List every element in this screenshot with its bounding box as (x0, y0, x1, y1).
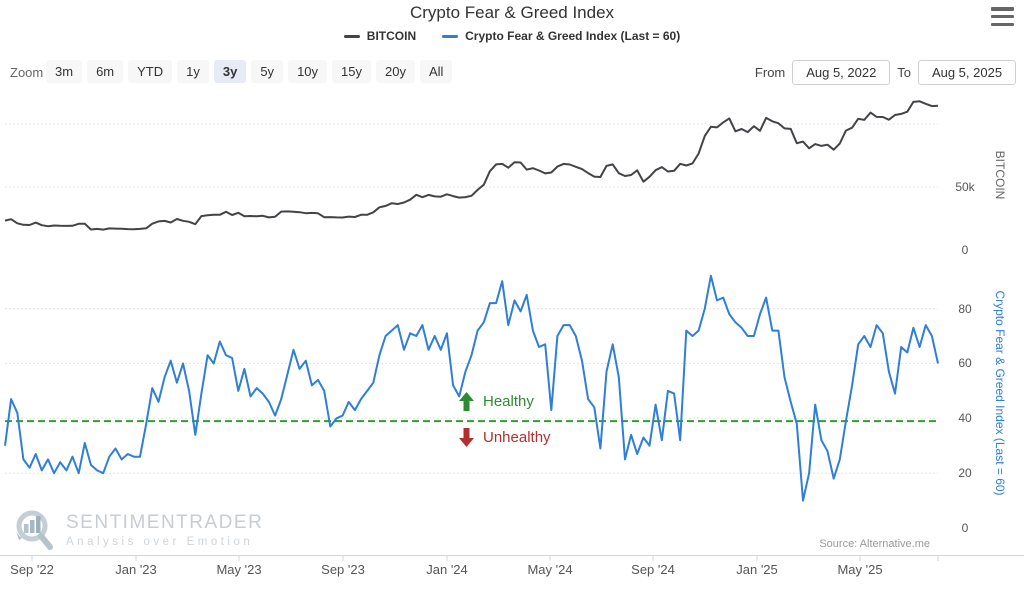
y-axis-label: 80 (958, 302, 972, 316)
x-axis-label: Jan '25 (736, 562, 778, 577)
y-axis-label: 20 (958, 466, 972, 480)
range-buttons: 3m 6m YTD 1y 3y 5y 10y 15y 20y All (46, 60, 453, 83)
bitcoin-series-line[interactable] (4, 100, 939, 231)
unhealthy-annotation: Unhealthy (459, 428, 551, 447)
x-axis-label: Jan '23 (115, 562, 157, 577)
hamburger-icon (991, 7, 1014, 11)
range-button-20y[interactable]: 20y (376, 60, 415, 83)
x-axis-label: Sep '24 (631, 562, 675, 577)
x-axis-label: Sep '23 (321, 562, 365, 577)
range-button-3m[interactable]: 3m (46, 60, 83, 83)
from-date-input[interactable] (792, 60, 891, 85)
range-button-10y[interactable]: 10y (288, 60, 328, 83)
bitcoin-axis-title: BITCOIN (993, 150, 1007, 200)
range-button-6m[interactable]: 6m (87, 60, 124, 83)
unhealthy-label: Unhealthy (483, 429, 551, 446)
from-label: From (754, 65, 786, 80)
hamburger-icon (991, 22, 1014, 26)
to-label: To (897, 65, 911, 80)
menu-button[interactable] (991, 7, 1014, 26)
zoom-label: Zoom (10, 65, 44, 80)
legend-item-bitcoin[interactable]: BITCOIN (343, 29, 417, 43)
range-button-3y[interactable]: 3y (213, 60, 247, 83)
legend: BITCOIN Crypto Fear & Greed Index (Last … (0, 29, 1024, 43)
range-button-15y[interactable]: 15y (332, 60, 371, 83)
x-axis-label: May '25 (837, 562, 883, 577)
range-selector-toolbar: Zoom 3m 6m YTD 1y 3y 5y 10y 15y 20y All … (0, 60, 1024, 86)
to-date-input[interactable] (918, 60, 1016, 85)
legend-label: BITCOIN (366, 29, 417, 43)
fng-series-line[interactable] (4, 274, 939, 502)
x-axis-label: May '24 (527, 562, 573, 577)
bitcoin-line-swatch-icon (343, 34, 360, 38)
range-button-5y[interactable]: 5y (251, 60, 284, 83)
sentimentrader-logo-icon (16, 510, 53, 550)
y-axis-label: 0 (961, 521, 969, 535)
range-button-all[interactable]: All (419, 60, 453, 83)
hamburger-icon (991, 14, 1014, 19)
legend-label: Crypto Fear & Greed Index (Last = 60) (465, 29, 681, 43)
source-note: Source: Alternative.me (819, 538, 930, 550)
range-button-1y[interactable]: 1y (177, 60, 209, 83)
x-axis-label: May '23 (216, 562, 262, 577)
page-title: Crypto Fear & Greed Index (409, 3, 615, 22)
healthy-annotation: Healthy (459, 392, 534, 411)
date-range-inputs: From To (755, 60, 1016, 85)
healthy-label: Healthy (483, 393, 534, 410)
fng-line-swatch-icon (442, 34, 459, 38)
legend-item-fng[interactable]: Crypto Fear & Greed Index (Last = 60) (442, 29, 680, 43)
x-axis-label: Sep '22 (10, 562, 54, 577)
y-axis-label: 0 (961, 243, 969, 257)
y-axis-label: 60 (958, 356, 972, 370)
watermark-name: SENTIMENTRADER (66, 512, 264, 533)
range-button-ytd[interactable]: YTD (128, 60, 173, 83)
y-axis-label: 40 (958, 411, 972, 425)
arrow-down-icon (459, 428, 474, 447)
arrow-up-icon (459, 392, 474, 411)
watermark: SENTIMENTRADER Analysis over Emotion (10, 507, 263, 553)
fng-axis-title: Crypto Fear & Greed Index (Last = 60) (993, 290, 1007, 496)
x-axis-label: Jan '24 (426, 562, 468, 577)
y-axis-label: 50k (955, 180, 975, 194)
watermark-tagline: Analysis over Emotion (66, 536, 254, 548)
